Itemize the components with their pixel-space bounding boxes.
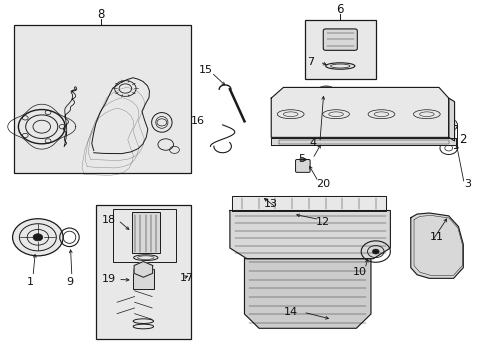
Text: 18: 18 <box>102 215 116 225</box>
Text: 2: 2 <box>459 133 466 146</box>
Text: 4: 4 <box>308 138 315 148</box>
Text: 7: 7 <box>307 57 314 67</box>
Text: 16: 16 <box>191 116 205 126</box>
Bar <box>96 205 191 339</box>
Text: 6: 6 <box>336 3 344 16</box>
Bar <box>132 269 154 289</box>
Polygon shape <box>229 211 389 259</box>
FancyBboxPatch shape <box>323 29 357 50</box>
Text: 20: 20 <box>316 179 330 189</box>
Bar <box>131 212 160 253</box>
Text: 11: 11 <box>428 232 443 242</box>
Polygon shape <box>410 213 462 278</box>
Bar <box>14 25 191 173</box>
Polygon shape <box>244 259 370 328</box>
Text: 14: 14 <box>284 307 298 317</box>
Text: 19: 19 <box>102 274 116 284</box>
Polygon shape <box>134 262 152 277</box>
Text: 12: 12 <box>316 217 330 227</box>
Circle shape <box>13 219 63 256</box>
Polygon shape <box>271 87 448 138</box>
Polygon shape <box>271 139 455 145</box>
Text: 9: 9 <box>66 277 73 287</box>
Text: 13: 13 <box>264 199 278 210</box>
Text: 5: 5 <box>298 154 305 164</box>
Text: 10: 10 <box>352 267 366 277</box>
Text: 17: 17 <box>180 273 194 283</box>
FancyBboxPatch shape <box>320 87 331 99</box>
Text: 8: 8 <box>97 8 104 21</box>
Text: 1: 1 <box>27 277 34 287</box>
Text: 3: 3 <box>464 179 471 189</box>
Circle shape <box>372 249 378 254</box>
Circle shape <box>33 234 42 241</box>
Text: 15: 15 <box>198 64 212 75</box>
Polygon shape <box>232 204 249 211</box>
Polygon shape <box>368 204 385 211</box>
FancyBboxPatch shape <box>295 159 309 172</box>
Polygon shape <box>232 196 385 211</box>
Polygon shape <box>448 98 454 141</box>
Bar <box>305 20 375 78</box>
Bar <box>113 209 176 262</box>
